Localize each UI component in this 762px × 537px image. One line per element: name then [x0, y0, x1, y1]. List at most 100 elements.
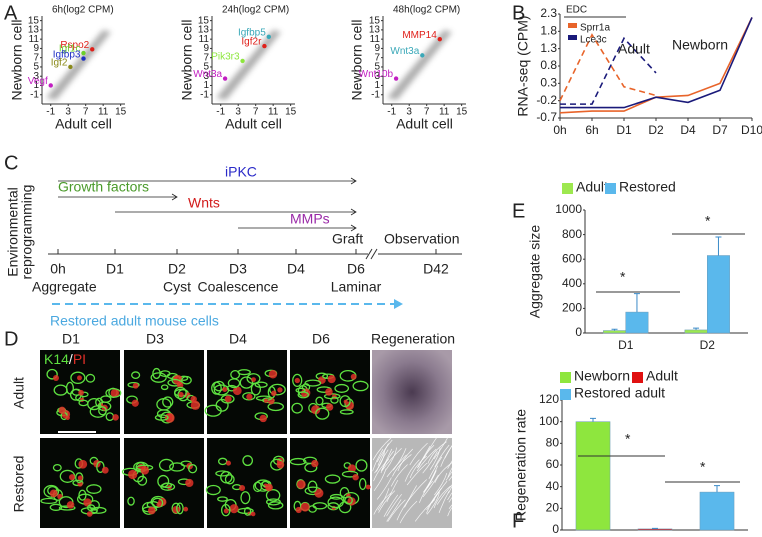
cell-pi: [147, 506, 156, 515]
day-label: D4: [287, 261, 305, 277]
cell-k14: [205, 484, 221, 496]
x-tick-label: 11: [439, 107, 450, 118]
y-tick-label: 600: [562, 251, 582, 265]
line: [560, 36, 657, 105]
y-tick-label: 120: [539, 392, 559, 406]
y-tick-label: 13: [198, 25, 210, 36]
cell-pi: [190, 395, 197, 403]
annotation: *: [625, 431, 631, 447]
line: [560, 17, 753, 109]
legend-label: Restored adult: [574, 385, 665, 401]
hair: [373, 492, 392, 515]
hair: [383, 494, 399, 518]
point-label: Pik3r3: [211, 52, 240, 63]
cell-k14: [327, 496, 344, 509]
hair: [447, 455, 460, 478]
cell-pi: [238, 484, 246, 492]
y-tick-label: 1.8: [540, 24, 557, 38]
factor-arrow: [58, 193, 178, 201]
hair: [409, 442, 428, 466]
x-tick-label: 7: [253, 107, 259, 118]
point: [48, 83, 53, 88]
cell-pi: [365, 484, 371, 490]
cell-pi: [53, 375, 59, 381]
cell-pi: [259, 414, 267, 423]
cell-pi: [276, 460, 285, 469]
y-tick-label: 1: [33, 80, 39, 91]
hair: [399, 500, 418, 524]
y-tick-label: 9: [203, 43, 209, 54]
cell-k14: [204, 404, 222, 417]
cell-k14: [137, 475, 148, 486]
legend-swatch: [632, 372, 643, 383]
cell-k14: [339, 486, 350, 499]
x-axis-label: Adult cell: [396, 116, 453, 132]
hair: [377, 488, 390, 511]
point-label: Vegf: [28, 76, 48, 87]
cell-k14: [289, 457, 307, 466]
cell-k14: [98, 406, 107, 416]
point: [81, 56, 86, 61]
cell-pi: [77, 475, 83, 481]
column-label: D6: [312, 331, 330, 347]
cell-pi: [222, 387, 228, 393]
y-tick-label: -0.2: [536, 93, 557, 107]
y-tick-label: 60: [546, 457, 560, 471]
bar: [625, 311, 649, 334]
hair: [433, 436, 449, 460]
cell-pi: [112, 414, 119, 421]
bar: [707, 255, 730, 334]
legend-swatch: [605, 183, 616, 194]
cell-k14: [324, 474, 341, 484]
cell-pi: [295, 506, 302, 514]
y-tick-label: 2.3: [540, 6, 557, 20]
hair: [380, 450, 394, 474]
cell-k14: [160, 384, 169, 391]
cell-pi: [343, 399, 348, 404]
cell-k14: [169, 462, 185, 472]
y-tick-label: 80: [546, 436, 560, 450]
point-label: Igf2r: [241, 37, 262, 48]
column-label: D4: [229, 331, 247, 347]
cell-k14: [181, 375, 192, 385]
hair: [434, 444, 450, 468]
y-tick-label: 3: [33, 71, 39, 82]
cell-k14: [215, 470, 230, 477]
error-bar: [633, 293, 640, 313]
x-tick-label: D4: [680, 123, 696, 137]
cell-pi: [250, 511, 256, 517]
cell-k14: [352, 380, 369, 392]
stain-part: /: [69, 351, 73, 367]
row-label: Adult: [11, 377, 27, 409]
stain-part: K14: [44, 351, 69, 367]
cell-k14: [339, 409, 354, 415]
timeline-y-label: Environmental: [5, 187, 21, 277]
x-tick-label: 15: [285, 107, 297, 118]
hair: [378, 490, 396, 513]
cells-label: Restored adult mouse cells: [50, 313, 219, 329]
hair: [422, 474, 439, 498]
cell-pi: [190, 400, 201, 410]
legend-label: Restored: [619, 179, 676, 195]
panel-label: C: [4, 152, 18, 174]
y-axis-label: Regeneration rate: [513, 409, 529, 521]
cell-pi: [68, 474, 76, 481]
y-axis-label: RNA-seq (CPM): [515, 15, 531, 116]
y-tick-label: 200: [562, 301, 582, 315]
chart-title: 24h(log2 CPM): [222, 5, 289, 16]
cell-k14: [87, 397, 102, 411]
cell-k14: [154, 414, 169, 421]
hair: [385, 447, 398, 470]
y-tick-label: 5: [374, 62, 380, 73]
cell-pi: [300, 502, 310, 512]
cell-pi: [265, 483, 273, 492]
cell-k14: [265, 489, 281, 502]
cell-k14: [70, 371, 86, 384]
factor-label: Wnts: [188, 195, 220, 211]
factor-label: Growth factors: [58, 179, 149, 195]
y-tick-label: 3: [374, 71, 380, 82]
cell-pi: [178, 391, 184, 398]
cell-pi: [77, 375, 82, 381]
cell-k14: [52, 463, 62, 472]
y-tick-label: 1.3: [540, 41, 557, 55]
